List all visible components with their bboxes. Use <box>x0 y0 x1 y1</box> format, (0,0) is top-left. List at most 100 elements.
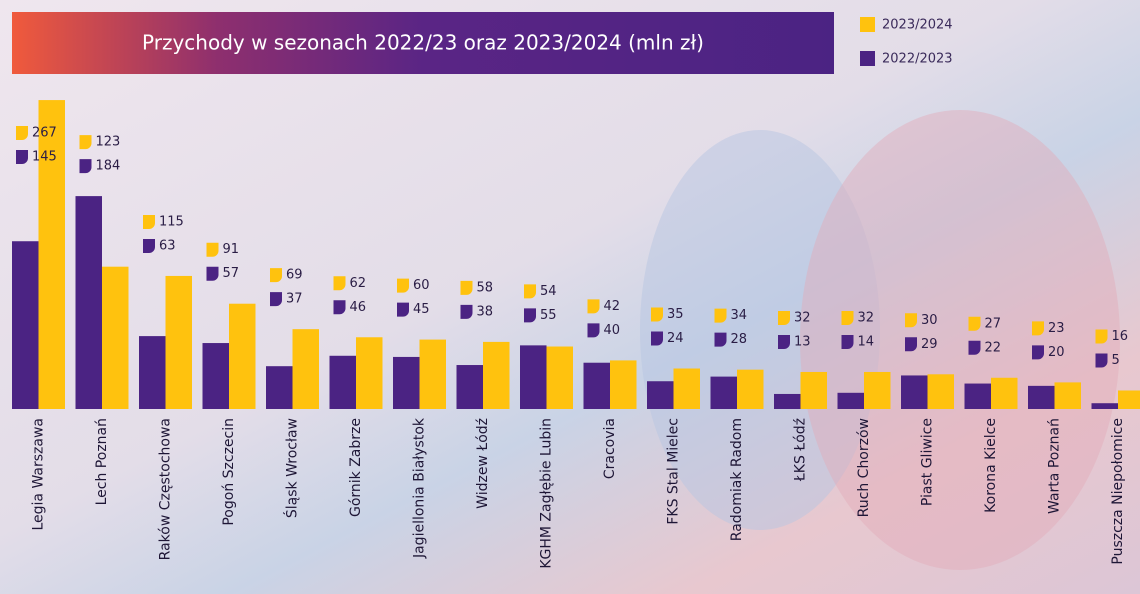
bar <box>901 375 928 409</box>
label-icon <box>206 242 219 257</box>
x-tick-label: Śląsk Wrocław <box>283 418 301 518</box>
bar <box>673 368 700 409</box>
bar <box>864 371 891 409</box>
value-label: 63 <box>159 238 176 253</box>
label-icon <box>841 310 854 325</box>
x-tick-label: Jagiellonia Białystok <box>412 417 428 559</box>
bar <box>991 377 1018 409</box>
bar <box>102 266 129 409</box>
bar <box>266 366 293 409</box>
x-tick-label: Raków Częstochowa <box>158 418 174 560</box>
value-label: 55 <box>540 308 557 323</box>
x-tick-label: Górnik Zabrze <box>348 418 364 517</box>
chart-title: Przychody w sezonach 2022/23 oraz 2023/2… <box>142 31 704 55</box>
title-banner <box>12 12 834 74</box>
label-icon <box>270 268 282 283</box>
bar <box>456 365 483 409</box>
value-label: 69 <box>286 268 303 283</box>
bar <box>546 346 573 409</box>
bar <box>393 356 420 409</box>
label-icon <box>397 278 409 293</box>
label-icon <box>16 126 28 140</box>
value-label: 28 <box>731 332 748 347</box>
x-tick-label: Warta Poznań <box>1047 418 1063 514</box>
bar <box>837 392 864 409</box>
label-icon <box>587 323 600 338</box>
label-icon <box>524 308 536 323</box>
bar <box>610 360 637 409</box>
bar <box>229 303 256 409</box>
label-icon <box>79 135 92 150</box>
value-label: 45 <box>413 302 430 317</box>
x-tick-label: FKS Stal Mielec <box>666 418 682 525</box>
value-label: 115 <box>159 214 184 229</box>
label-icon <box>333 276 346 291</box>
label-icon <box>524 284 536 299</box>
label-icon <box>143 238 155 253</box>
x-tick-label: Radomiak Radom <box>729 418 745 541</box>
x-tick-label: Pogoń Szczecin <box>221 418 237 526</box>
bar <box>329 355 356 409</box>
value-label: 46 <box>350 300 367 315</box>
value-label: 42 <box>604 299 621 314</box>
value-label: 123 <box>96 135 121 150</box>
bar <box>483 341 510 409</box>
bar <box>419 339 446 409</box>
value-label: 32 <box>858 310 875 325</box>
label-icon <box>397 302 409 317</box>
label-icon <box>1032 321 1044 336</box>
bar <box>139 336 166 409</box>
x-tick-label: KGHM Zagłębie Lubin <box>539 418 555 569</box>
value-label: 38 <box>477 304 494 319</box>
value-label: 22 <box>985 340 1002 355</box>
bar <box>75 196 102 409</box>
value-label: 54 <box>540 284 557 299</box>
bar <box>774 393 801 409</box>
bar <box>1091 403 1118 409</box>
value-label: 32 <box>794 310 811 325</box>
label-icon <box>1095 329 1108 344</box>
value-label: 23 <box>1048 321 1065 336</box>
legend-swatch <box>860 51 875 66</box>
bar <box>927 374 954 409</box>
bar <box>165 275 192 409</box>
label-icon <box>905 337 918 352</box>
bar <box>1118 390 1140 409</box>
legend-swatch <box>860 17 875 32</box>
x-tick-label: Lech Poznań <box>94 418 110 505</box>
label-icon <box>333 300 346 315</box>
label-icon <box>714 308 727 323</box>
value-label: 267 <box>32 126 57 141</box>
bar <box>710 376 737 409</box>
value-label: 58 <box>477 280 494 295</box>
label-icon <box>841 334 854 349</box>
label-icon <box>968 340 981 355</box>
bar <box>38 100 65 410</box>
bar <box>12 241 39 409</box>
label-icon <box>778 334 790 349</box>
label-icon <box>714 332 727 347</box>
value-label: 184 <box>96 159 121 174</box>
value-label: 30 <box>921 313 938 328</box>
value-label: 29 <box>921 337 938 352</box>
label-icon <box>968 316 981 331</box>
bar <box>647 381 674 409</box>
value-label: 14 <box>858 334 875 349</box>
value-label: 5 <box>1112 353 1120 368</box>
x-tick-label: Piast Gliwice <box>920 418 936 506</box>
x-tick-label: Cracovia <box>602 418 618 479</box>
bar <box>737 369 764 409</box>
bar <box>800 371 827 409</box>
x-tick-label: Ruch Chorzów <box>856 418 872 517</box>
bar <box>202 343 229 409</box>
x-tick-label: Puszcza Niepołomice <box>1110 418 1126 565</box>
label-icon <box>651 331 663 346</box>
bar <box>583 362 610 409</box>
legend-label: 2023/2024 <box>882 18 953 33</box>
value-label: 27 <box>985 316 1002 331</box>
bar <box>292 329 319 409</box>
label-icon <box>16 150 28 164</box>
label-icon <box>1032 345 1044 360</box>
photo-shape <box>800 110 1120 570</box>
